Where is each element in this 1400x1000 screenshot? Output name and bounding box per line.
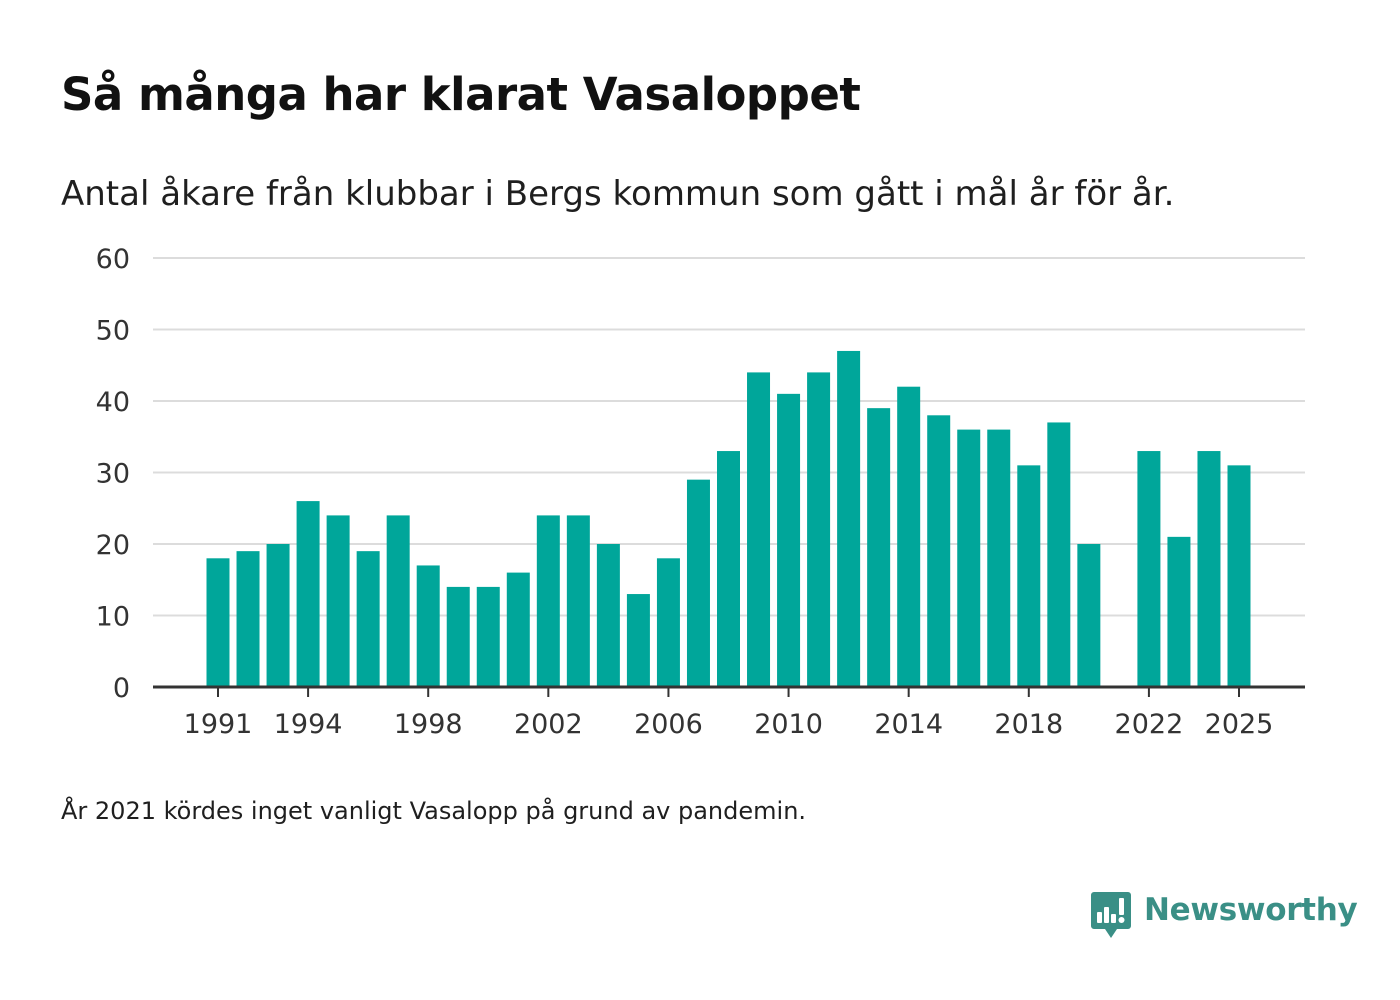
y-tick-label-40: 40 [96, 387, 130, 418]
bar-2018 [1017, 465, 1041, 687]
y-tick-label-20: 20 [96, 530, 130, 561]
bar-2000 [476, 586, 500, 687]
bar-1991 [206, 558, 230, 687]
y-tick-label-50: 50 [96, 316, 130, 347]
bar-1992 [236, 551, 260, 687]
bar-2014 [897, 386, 921, 687]
x-tick-label-1991: 1991 [184, 709, 253, 740]
y-tick-label-60: 60 [96, 244, 130, 275]
x-tick-label-2025: 2025 [1205, 709, 1274, 740]
bar-2009 [747, 372, 771, 687]
y-tick-label-30: 30 [96, 459, 130, 490]
x-tick-label-2010: 2010 [754, 709, 823, 740]
bar-2013 [867, 408, 891, 687]
footnote: År 2021 kördes inget vanligt Vasalopp på… [61, 797, 807, 825]
bar-1999 [446, 586, 470, 687]
x-tick-label-2022: 2022 [1115, 709, 1184, 740]
bar-1995 [326, 515, 350, 687]
bar-2023 [1167, 536, 1191, 687]
bar-1994 [296, 501, 320, 687]
y-tick-label-10: 10 [96, 602, 130, 633]
bar-2008 [717, 451, 740, 687]
bar-2004 [596, 544, 620, 687]
bar-2024 [1197, 451, 1221, 687]
bar-2010 [777, 393, 801, 687]
bar-2002 [536, 515, 560, 687]
bar-2015 [927, 415, 951, 687]
bar-2012 [837, 350, 861, 687]
x-tick-label-2006: 2006 [634, 709, 703, 740]
bar-2025 [1227, 465, 1251, 687]
bar-2017 [987, 429, 1011, 687]
bar-2020 [1077, 544, 1101, 687]
bar-2005 [626, 594, 650, 687]
bar-chart: 0 10 20 30 40 50 60 1991 1994 1998 2002 2006 2010 20… [96, 244, 1305, 740]
x-axis [153, 685, 1305, 697]
brand-name: Newsworthy [1144, 892, 1358, 928]
chart-subtitle: Antal åkare från klubbar i Bergs kommun … [61, 174, 1175, 214]
bar-1998 [416, 565, 440, 687]
x-tick-label-2018: 2018 [994, 709, 1063, 740]
bar-2011 [807, 372, 831, 687]
brand-logo: Newsworthy [1090, 890, 1358, 942]
bar-2003 [566, 515, 590, 687]
bars [206, 350, 1251, 687]
bar-2019 [1047, 422, 1071, 687]
bar-2001 [506, 572, 530, 687]
bar-2006 [656, 558, 680, 687]
x-axis-labels: 1991 1994 1998 2002 2006 2010 2014 2018 2022 2025 [184, 709, 1274, 740]
y-axis-labels: 0 10 20 30 40 50 60 [96, 244, 130, 704]
x-tick-label-2002: 2002 [514, 709, 583, 740]
bar-2016 [957, 429, 981, 687]
x-tick-label-2014: 2014 [874, 709, 943, 740]
chart-title: Så många har klarat Vasaloppet [61, 68, 861, 121]
bar-1996 [356, 551, 380, 687]
bar-1993 [266, 544, 290, 687]
bar-2007 [686, 479, 710, 687]
x-tick-label-1994: 1994 [274, 709, 343, 740]
x-tick-label-1998: 1998 [394, 709, 463, 740]
bar-2022 [1137, 451, 1161, 687]
bar-1997 [386, 515, 410, 687]
newsworthy-logo-icon [1091, 892, 1131, 938]
y-tick-label-0: 0 [113, 673, 130, 704]
